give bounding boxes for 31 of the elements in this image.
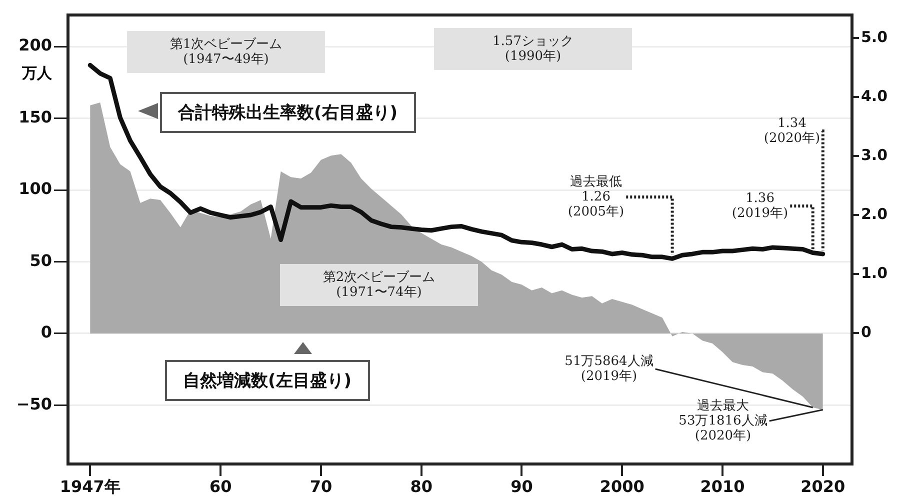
y-tick-label: 150 xyxy=(18,107,52,126)
annotation: 過去最大 53万1816人減 (2020年) xyxy=(678,398,768,444)
annotation: 51万5864人減 (2019年) xyxy=(564,354,654,384)
note-box: 第1次ベビーブーム (1947〜49年) xyxy=(127,31,325,73)
x-tick-label: 70 xyxy=(310,476,332,496)
x-tick-label: 2010 xyxy=(700,476,745,496)
x-tick-label: 60 xyxy=(209,476,232,496)
y2-tick-label: 5.0 xyxy=(861,28,888,46)
y-tick-label: 100 xyxy=(18,179,52,198)
annotation: 1.36 (2019年) xyxy=(732,191,788,221)
x-tick-label: 90 xyxy=(510,476,533,496)
y-tick-label: −50 xyxy=(16,394,52,414)
annotation: 1.34 (2020年) xyxy=(764,116,820,146)
text: 自然増減数(左目盛り) xyxy=(165,360,370,401)
y-tick-label: 50 xyxy=(30,250,52,270)
y2-tick-label: 0 xyxy=(861,322,872,341)
y2-tick-label: 2.0 xyxy=(861,204,888,223)
y-tick-label: 200 xyxy=(18,36,52,55)
y-axis-title: 万人 xyxy=(22,64,52,83)
y2-tick-label: 4.0 xyxy=(861,86,888,105)
x-tick-label: 2020 xyxy=(800,476,846,496)
x-tick-label: 2000 xyxy=(600,476,644,496)
y-tick-label: 0 xyxy=(40,322,52,342)
text: 合計特殊出生率数(右目盛り) xyxy=(160,92,416,133)
note-box: 1.57ショック (1990年) xyxy=(434,28,632,70)
x-tick-label: 80 xyxy=(410,476,432,496)
x-tick-label: 1947年 xyxy=(60,476,120,496)
y2-tick-label: 3.0 xyxy=(861,146,888,164)
y2-tick-label: 1.0 xyxy=(861,264,888,282)
annotation: 過去最低 1.26 (2005年) xyxy=(568,174,624,220)
note-box: 第2次ベビーブーム (1971〜74年) xyxy=(280,264,478,306)
